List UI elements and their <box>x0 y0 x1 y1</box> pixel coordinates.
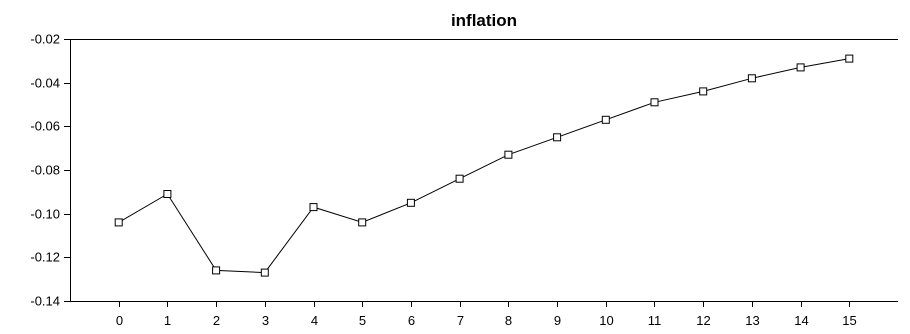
data-point-marker <box>650 98 659 107</box>
x-tick-label: 5 <box>359 313 366 328</box>
x-axis-ticks: 0 1 2 3 4 5 6 7 8 9 10 11 12 13 14 15 <box>116 301 857 328</box>
y-tick-label: -0.14 <box>30 294 60 309</box>
x-tick-label: 1 <box>164 313 171 328</box>
y-tick-label: -0.08 <box>30 163 60 178</box>
data-point-marker <box>455 174 464 183</box>
x-tick-label: 12 <box>696 313 710 328</box>
data-point-marker <box>845 54 854 63</box>
data-point-marker <box>699 87 708 96</box>
x-tick-label: 7 <box>457 313 464 328</box>
x-tick-label: 2 <box>213 313 220 328</box>
series-layer <box>114 54 854 277</box>
data-point-marker <box>212 266 221 275</box>
chart-title: inflation <box>451 11 517 30</box>
x-tick-label: 9 <box>554 313 561 328</box>
y-tick-label: -0.04 <box>30 76 60 91</box>
x-tick-label: 6 <box>408 313 415 328</box>
data-point-marker <box>260 268 269 277</box>
data-point-marker <box>504 150 513 159</box>
x-tick-label: 8 <box>505 313 512 328</box>
x-tick-label: 0 <box>116 313 123 328</box>
data-point-marker <box>553 133 562 142</box>
data-point-marker <box>114 218 123 227</box>
data-point-marker <box>309 203 318 212</box>
data-point-marker <box>601 115 610 124</box>
y-axis-ticks: -0.02 -0.04 -0.06 -0.08 -0.10 -0.12 -0.14 <box>30 32 70 309</box>
y-tick-label: -0.02 <box>30 32 60 47</box>
x-tick-label: 3 <box>262 313 269 328</box>
series-line <box>118 58 850 274</box>
data-point-marker <box>796 63 805 72</box>
data-point-marker <box>358 218 367 227</box>
x-tick-label: 11 <box>648 313 662 328</box>
y-tick-label: -0.10 <box>30 207 60 222</box>
data-point-marker <box>406 198 415 207</box>
y-tick-label: -0.06 <box>30 119 60 134</box>
x-tick-label: 14 <box>794 313 808 328</box>
x-tick-label: 13 <box>745 313 759 328</box>
x-tick-label: 10 <box>599 313 613 328</box>
data-point-marker <box>747 74 756 83</box>
y-tick-label: -0.12 <box>30 250 60 265</box>
data-point-marker <box>163 190 172 198</box>
x-tick-label: 15 <box>842 313 856 328</box>
x-tick-label: 4 <box>311 313 318 328</box>
